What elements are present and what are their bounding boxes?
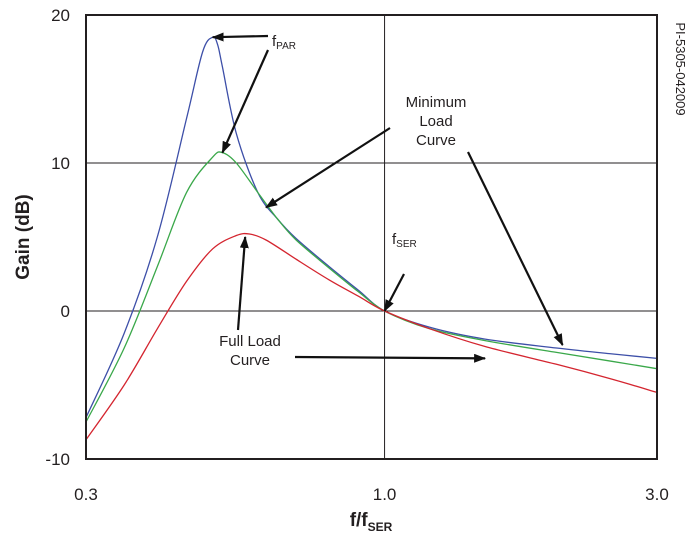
annotation-arrow-fpar xyxy=(221,49,270,154)
annotation-full-load-line2: Curve xyxy=(230,352,270,369)
plot-frame xyxy=(85,14,658,460)
y-tick-label: 0 xyxy=(61,302,70,321)
annotation-fpar: fPAR xyxy=(272,33,296,52)
x-tick-labels: 0.3 1.0 3.0 xyxy=(74,485,669,504)
x-tick-label: 3.0 xyxy=(645,485,669,504)
annotation-min-load-line2: Load xyxy=(419,113,452,130)
series-line-red xyxy=(85,232,658,441)
y-tick-labels: -10 0 10 20 xyxy=(45,6,70,469)
x-axis-title-sub: SER xyxy=(368,520,393,534)
x-tick-label: 1.0 xyxy=(373,485,397,504)
series-layer xyxy=(85,36,658,441)
annotation-fser: fSER xyxy=(392,231,417,250)
x-axis-title-main: f/f xyxy=(350,510,369,531)
y-axis-title: Gain (dB) xyxy=(13,194,34,280)
annotation-full-load-line1: Full Load xyxy=(219,333,281,350)
annotation-arrow-fser xyxy=(383,273,405,312)
annotation-arrows xyxy=(211,32,564,363)
series-line-green xyxy=(85,151,658,423)
annotation-arrow-fpar xyxy=(211,32,269,42)
x-axis-title: f/fSER xyxy=(350,510,393,534)
side-id-label: PI-5305-042009 xyxy=(673,22,688,115)
annotation-arrow-min-load xyxy=(467,151,564,346)
y-tick-label: 10 xyxy=(51,154,70,173)
annotation-min-load-line1: Minimum xyxy=(406,94,467,111)
annotation-arrow-full-load xyxy=(236,236,249,331)
annotation-arrow-full-load xyxy=(294,353,487,363)
grid-lines xyxy=(86,15,657,459)
y-tick-label: 20 xyxy=(51,6,70,25)
y-tick-label: -10 xyxy=(45,450,70,469)
x-tick-label: 0.3 xyxy=(74,485,98,504)
annotation-arrow-min-load xyxy=(265,127,391,209)
annotation-min-load-line3: Curve xyxy=(416,132,456,149)
